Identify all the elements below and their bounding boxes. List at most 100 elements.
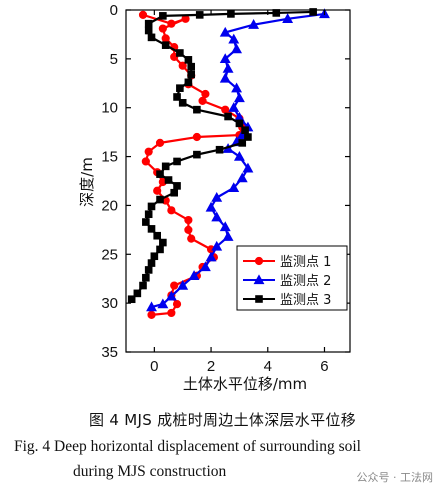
series-3-point bbox=[147, 259, 156, 267]
series-2-point bbox=[228, 102, 240, 112]
series-3-point bbox=[176, 49, 184, 57]
series-1-point bbox=[172, 300, 182, 309]
series-1-point bbox=[141, 157, 150, 166]
series-1-point bbox=[184, 215, 193, 225]
series-1-point bbox=[178, 61, 187, 70]
series-3-point bbox=[161, 162, 170, 171]
series-3-point bbox=[159, 238, 167, 247]
series-2-point bbox=[233, 150, 245, 161]
y-tick-label: 35 bbox=[101, 344, 118, 361]
series-3-point bbox=[147, 225, 156, 233]
series-2-point bbox=[233, 92, 245, 103]
series-3-point bbox=[147, 33, 156, 42]
series-3-point bbox=[142, 273, 150, 282]
series-2-point bbox=[177, 279, 189, 290]
x-tick-label: 0 bbox=[150, 358, 158, 375]
series-1-point bbox=[167, 308, 176, 318]
series-3-point bbox=[142, 218, 150, 226]
series-1-point bbox=[167, 19, 176, 28]
series-2-line bbox=[151, 12, 325, 309]
series-3-point bbox=[173, 182, 181, 190]
series-3-point bbox=[164, 176, 173, 184]
series-1-point bbox=[161, 34, 170, 43]
series-1-point bbox=[153, 186, 162, 195]
figure-caption-en-line2: during MJS construction bbox=[73, 463, 227, 480]
series-3-point bbox=[224, 112, 232, 121]
watermark-text: 公众号 · 工法网 bbox=[356, 471, 434, 484]
y-tick-label: 10 bbox=[101, 100, 118, 117]
series-2-point bbox=[228, 182, 240, 193]
series-3-point bbox=[187, 70, 196, 79]
legend-marker-3 bbox=[255, 295, 263, 303]
series-3-point bbox=[156, 245, 164, 254]
series-1 bbox=[138, 10, 247, 319]
series-2-point bbox=[146, 301, 157, 312]
legend-label-3: 监测点 3 bbox=[280, 293, 331, 308]
series-3-point bbox=[193, 150, 201, 159]
series-3-point bbox=[173, 93, 181, 101]
series-1-point bbox=[198, 96, 207, 105]
x-axis-label: 土体水平位移/mm bbox=[183, 375, 307, 393]
series-2-point bbox=[231, 82, 243, 93]
series-2-point bbox=[219, 26, 231, 37]
series-2-point bbox=[219, 53, 231, 64]
series-2-point bbox=[165, 290, 177, 301]
y-tick-label: 5 bbox=[110, 51, 118, 68]
series-1-point bbox=[158, 24, 167, 33]
series-3-point bbox=[272, 9, 281, 17]
series-1-point bbox=[144, 147, 153, 156]
series-3-point bbox=[159, 12, 167, 20]
x-tick-label: 2 bbox=[207, 358, 215, 375]
x-tick-label: 4 bbox=[264, 358, 272, 375]
series-2-point bbox=[157, 298, 169, 309]
series-3-point bbox=[187, 62, 196, 71]
series-3-point bbox=[241, 126, 249, 134]
series-1-point bbox=[170, 52, 179, 62]
series-1-point bbox=[184, 225, 193, 234]
x-tick-label: 6 bbox=[320, 358, 328, 375]
series-3-point bbox=[139, 281, 147, 290]
series-2-point bbox=[205, 201, 217, 212]
series-3-point bbox=[133, 289, 142, 298]
y-tick-label: 0 bbox=[110, 2, 118, 19]
series-3-point bbox=[215, 145, 224, 154]
series-1-point bbox=[147, 310, 156, 319]
series-3-point bbox=[173, 157, 181, 166]
series-2-point bbox=[228, 33, 240, 44]
y-tick-label: 25 bbox=[101, 246, 118, 263]
series-3-point bbox=[170, 188, 179, 197]
series-3-point bbox=[309, 8, 317, 16]
figure-caption-en-line1: Fig. 4 Deep horizontal displacement of s… bbox=[14, 438, 361, 455]
series-2-point bbox=[199, 261, 211, 272]
series-1-point bbox=[187, 234, 196, 243]
plot-frame bbox=[125, 9, 351, 353]
legend: 监测点 1 监测点 2 监测点 3 bbox=[236, 245, 348, 311]
series-3-point bbox=[244, 133, 252, 141]
series-3-point bbox=[147, 202, 156, 211]
series-1-point bbox=[138, 10, 148, 19]
series-2-point bbox=[222, 62, 234, 73]
series-2-point bbox=[205, 251, 217, 262]
series-1-point bbox=[167, 206, 176, 215]
y-tick-label: 20 bbox=[101, 197, 118, 214]
series-3-point bbox=[184, 56, 193, 64]
series-3-point bbox=[235, 119, 244, 128]
series-2-point bbox=[236, 172, 248, 183]
series-3-point bbox=[178, 99, 187, 107]
series-3-point bbox=[144, 19, 153, 28]
y-tick-label: 15 bbox=[101, 149, 118, 166]
series-3-point bbox=[127, 295, 136, 304]
series-3-point bbox=[238, 139, 247, 147]
series-3-point bbox=[150, 252, 159, 261]
series-2-point bbox=[219, 221, 231, 232]
series-2-point bbox=[211, 211, 223, 222]
series-1-point bbox=[155, 138, 165, 147]
series-2-point bbox=[211, 191, 223, 202]
series-2-point bbox=[222, 231, 234, 241]
y-tick-label: 30 bbox=[101, 295, 118, 312]
legend-label-2: 监测点 2 bbox=[280, 274, 331, 289]
series-3 bbox=[127, 8, 317, 304]
series-2-point bbox=[188, 270, 200, 280]
series-3-point bbox=[144, 26, 153, 35]
series-1-point bbox=[221, 105, 230, 114]
